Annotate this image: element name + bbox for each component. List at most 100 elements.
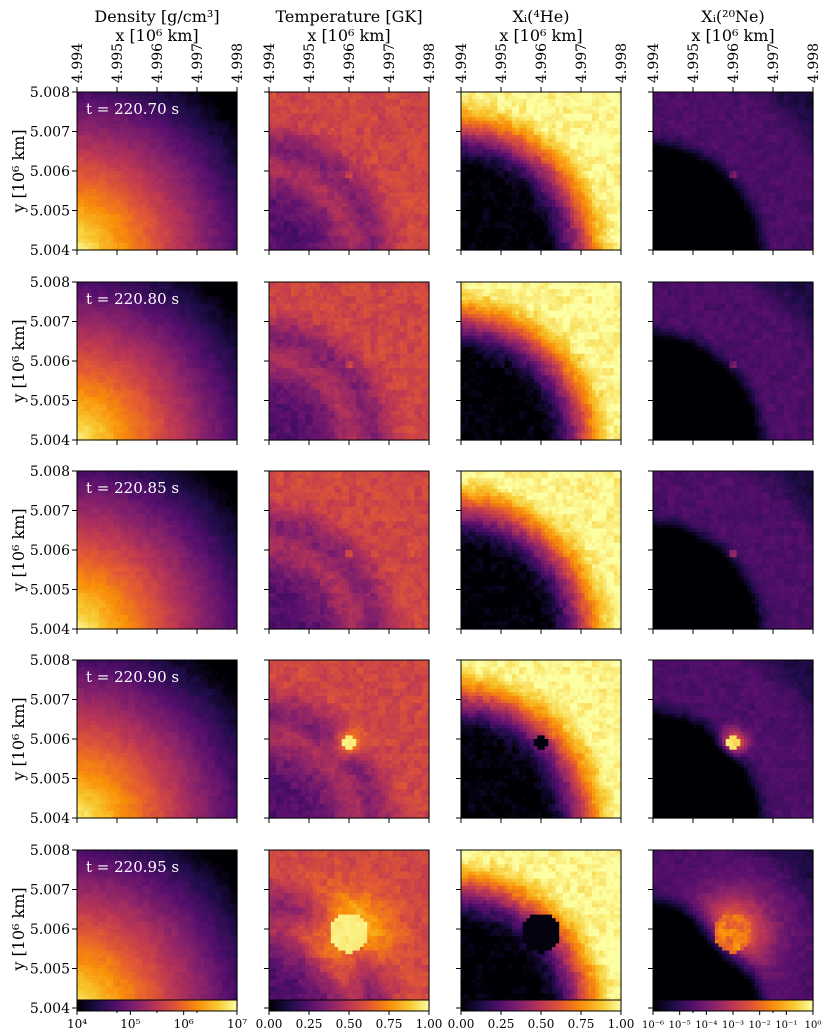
panel-density-t1: 5.008 5.007 5.006 5.005 5.004 y [10⁶ km] t = 2… (9, 275, 238, 449)
x-tick-label: 4.997 (574, 43, 590, 83)
panel-x20ne-t3 (648, 659, 814, 823)
y-axis-label: y [10⁶ km] (9, 887, 28, 971)
y-tick-label: 5.008 (30, 653, 70, 669)
y-tick-label: 5.006 (30, 543, 70, 559)
x-tick-label: 4.995 (686, 43, 702, 83)
colorbars: 10⁴ 10⁵ 10⁶ 10⁷ 0.00 0.25 0.50 0.75 1.00 0.00 0.25… (67, 999, 822, 1031)
colorbar-gradient (268, 999, 430, 1012)
colorbar-tick-label: 1.00 (608, 1017, 635, 1031)
y-tick-label: 5.007 (30, 883, 70, 899)
colorbar-tick-label: 0.75 (376, 1017, 403, 1031)
x-tick-label: 4.996 (726, 43, 742, 83)
colorbar-tick-label: 10⁻¹ (775, 1020, 797, 1031)
colorbar-tick-label: 10⁻² (749, 1020, 771, 1031)
colorbar-tick-label: 10⁶ (174, 1017, 194, 1031)
y-axis-label: y [10⁶ km] (9, 129, 28, 213)
colorbar-1: 0.00 0.25 0.50 0.75 1.00 (256, 999, 443, 1031)
colorbar-tick-label: 10⁵ (120, 1017, 140, 1031)
y-tick-label: 5.005 (30, 962, 70, 978)
y-axis-label: y [10⁶ km] (9, 508, 28, 592)
colorbar-tick-label: 0.00 (256, 1017, 283, 1031)
y-tick-label: 5.007 (30, 315, 70, 331)
panel-x20ne-t4 (648, 849, 814, 1013)
x-tick-label: 4.994 (70, 43, 86, 83)
panel-x20ne-t1 (648, 281, 814, 445)
colorbar-tick-label: 10⁻³ (722, 1020, 744, 1031)
colorbar-tick-label: 0.25 (296, 1017, 323, 1031)
time-label: t = 220.85 s (86, 479, 179, 497)
colorbar-tick-label: 0.00 (448, 1017, 475, 1031)
y-tick-label: 5.008 (30, 464, 70, 480)
panel-density-t4: 5.008 5.007 5.006 5.005 5.004 y [10⁶ km] t = 2… (9, 843, 238, 1017)
x-tick-label: 4.995 (302, 43, 318, 83)
colorbar-tick-label: 10⁰ (805, 1020, 822, 1031)
y-tick-label: 5.006 (30, 164, 70, 180)
panel-x4he-t4 (456, 849, 622, 1013)
colorbar-gradient (652, 999, 814, 1012)
y-tick-label: 5.007 (30, 125, 70, 141)
colorbar-tick-label: 1.00 (416, 1017, 443, 1031)
panel-x4he-t2 (456, 470, 622, 634)
x-axis-label: x [10⁶ km] (499, 26, 582, 45)
colorbar-0: 10⁴ 10⁵ 10⁶ 10⁷ (67, 999, 247, 1031)
colorbar-tick-label: 0.25 (488, 1017, 515, 1031)
y-tick-label: 5.007 (30, 693, 70, 709)
panel-density-t2: 5.008 5.007 5.006 5.005 5.004 y [10⁶ km] t = 2… (9, 464, 238, 638)
x-tick-label: 4.996 (342, 43, 358, 83)
time-label: t = 220.90 s (86, 668, 179, 686)
y-tick-label: 5.005 (30, 583, 70, 599)
time-label: t = 220.95 s (86, 858, 179, 876)
panel-temperature-t4 (264, 849, 430, 1013)
x-tick-label: 4.998 (614, 43, 630, 83)
column-title: Xᵢ(⁴He) (513, 7, 570, 26)
panel-x20ne-t0: 4.994 4.995 4.996 4.997 4.998 (646, 43, 822, 255)
x-tick-label: 4.994 (646, 43, 662, 83)
x-tick-label: 4.998 (422, 43, 438, 83)
colorbar-tick-label: 10⁻⁶ (642, 1020, 664, 1031)
colorbar-tick-label: 0.75 (568, 1017, 595, 1031)
y-axis-label: y [10⁶ km] (9, 319, 28, 403)
x-tick-label: 4.998 (230, 43, 246, 83)
panel-density-t3: 5.008 5.007 5.006 5.005 5.004 y [10⁶ km] t = 2… (9, 653, 238, 827)
panel-temperature-t0: 4.994 4.995 4.996 4.997 4.998 (262, 43, 438, 255)
colorbar-tick-label: 10⁻⁵ (669, 1020, 691, 1031)
panel-temperature-t2 (264, 470, 430, 634)
x-tick-label: 4.995 (110, 43, 126, 83)
x-tick-label: 4.997 (190, 43, 206, 83)
y-tick-label: 5.004 (30, 622, 70, 638)
panel-temperature-t3 (264, 659, 430, 823)
column-title: Xᵢ(²⁰Ne) (701, 7, 764, 26)
time-label: t = 220.70 s (86, 100, 179, 118)
y-tick-label: 5.004 (30, 811, 70, 827)
y-tick-label: 5.008 (30, 275, 70, 291)
x-tick-label: 4.994 (454, 43, 470, 83)
colorbar-tick-label: 10⁻⁴ (695, 1020, 717, 1031)
y-tick-label: 5.005 (30, 204, 70, 220)
colorbar-2: 0.00 0.25 0.50 0.75 1.00 (448, 999, 635, 1031)
y-tick-label: 5.004 (30, 1001, 70, 1017)
time-label: t = 220.80 s (86, 290, 179, 308)
x-tick-label: 4.998 (806, 43, 822, 83)
panel-grid: 4.994 4.995 4.996 4.997 4.998 5.008 5.007 5.006… (9, 43, 822, 1017)
panel-x20ne-t2 (648, 470, 814, 634)
colorbar-3: 10⁻⁶ 10⁻⁵ 10⁻⁴ 10⁻³ 10⁻² 10⁻¹ 10⁰ (642, 999, 822, 1031)
colorbar-gradient (76, 999, 238, 1012)
y-tick-label: 5.006 (30, 354, 70, 370)
y-tick-label: 5.008 (30, 85, 70, 101)
y-tick-label: 5.006 (30, 732, 70, 748)
y-tick-label: 5.004 (30, 243, 70, 259)
x-tick-label: 4.996 (150, 43, 166, 83)
panel-density-t0: 4.994 4.995 4.996 4.997 4.998 5.008 5.007 5.006… (9, 43, 246, 259)
x-tick-label: 4.996 (534, 43, 550, 83)
x-tick-label: 4.997 (382, 43, 398, 83)
colorbar-tick-label: 10⁷ (227, 1017, 247, 1031)
panel-x4he-t0: 4.994 4.995 4.996 4.997 4.998 (454, 43, 630, 255)
panel-x4he-t3 (456, 659, 622, 823)
x-axis-label: x [10⁶ km] (307, 26, 390, 45)
y-axis-label: y [10⁶ km] (9, 697, 28, 781)
x-axis-label: x [10⁶ km] (691, 26, 774, 45)
colorbar-tick-label: 0.50 (336, 1017, 363, 1031)
y-tick-label: 5.006 (30, 922, 70, 938)
column-headers: Density [g/cm³]x [10⁶ km]Temperature [GK… (94, 7, 774, 45)
